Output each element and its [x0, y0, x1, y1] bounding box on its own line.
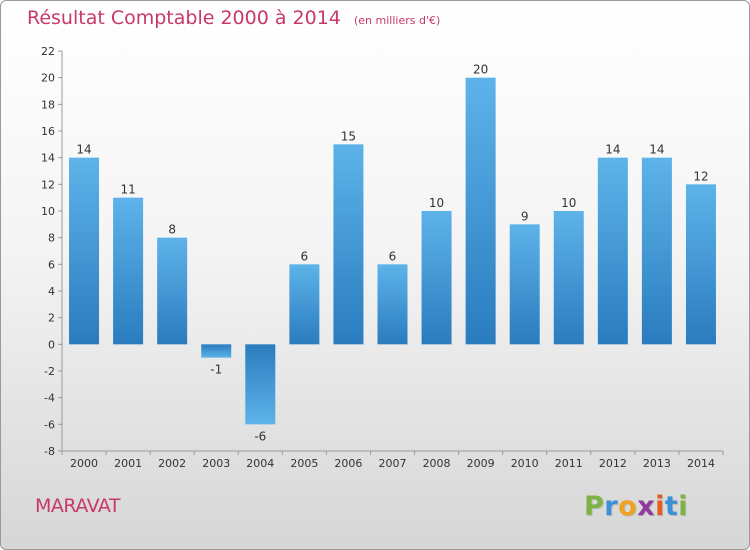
- y-tick-label: -4: [44, 392, 55, 405]
- x-tick-label-2011: 2011: [555, 457, 583, 470]
- data-label-2007: 6: [389, 249, 397, 263]
- bar-2012: [597, 157, 628, 345]
- logo-letter: r: [604, 491, 619, 522]
- x-tick-label-2008: 2008: [423, 457, 451, 470]
- x-tick-label-2002: 2002: [158, 457, 186, 470]
- proxiti-logo: Proxiti: [584, 491, 688, 522]
- data-label-2002: 8: [168, 223, 176, 237]
- bar-2005: [289, 264, 320, 345]
- y-tick-label: 10: [41, 205, 55, 218]
- data-label-2009: 20: [473, 63, 488, 77]
- data-label-2013: 14: [649, 143, 664, 157]
- y-tick-label: 6: [48, 258, 55, 271]
- y-tick-label: -8: [44, 445, 55, 458]
- bar-2001: [113, 197, 144, 345]
- x-tick-label-2010: 2010: [511, 457, 539, 470]
- bar-2000: [69, 157, 100, 345]
- logo-letter: i: [655, 491, 665, 522]
- data-label-2014: 12: [693, 169, 708, 183]
- bar-2013: [641, 157, 672, 345]
- y-tick-label: 12: [41, 178, 55, 191]
- logo-letter: i: [678, 491, 689, 522]
- bar-2014: [685, 184, 716, 345]
- data-label-2003: -1: [210, 363, 222, 377]
- y-tick-label: 8: [48, 232, 55, 245]
- x-tick-label-2013: 2013: [643, 457, 671, 470]
- commune-name: MARAVAT: [35, 495, 121, 517]
- y-tick-label: 20: [41, 72, 55, 85]
- bar-2002: [157, 237, 188, 345]
- x-tick-label-2006: 2006: [334, 457, 362, 470]
- data-label-2006: 15: [341, 129, 356, 143]
- data-label-2010: 9: [521, 209, 529, 223]
- y-tick-label: 4: [48, 285, 55, 298]
- chart-title: Résultat Comptable 2000 à 2014: [27, 7, 341, 29]
- data-label-2001: 11: [120, 183, 135, 197]
- y-tick-label: 22: [41, 45, 55, 58]
- bar-2007: [377, 264, 408, 345]
- axes: -8 -6 -4 -2 0 2 4 6 8 10 12 14 16 18 20 22 2000 2001 2002 2…: [41, 45, 724, 470]
- x-tick-label-2004: 2004: [246, 457, 274, 470]
- x-tick-label-2000: 2000: [70, 457, 98, 470]
- y-tick-label: -6: [44, 418, 55, 431]
- bar-2004: [245, 344, 276, 425]
- x-tick-label-2012: 2012: [599, 457, 627, 470]
- bar-2006: [333, 144, 364, 345]
- x-tick-label-2014: 2014: [687, 457, 715, 470]
- y-tick-label: 14: [41, 152, 55, 165]
- bar-2011: [553, 211, 584, 345]
- data-labels: 14 11 8 -1 -6 6 15 6 10 20 9 10 14 14 12: [76, 63, 708, 444]
- logo-letter: P: [584, 491, 605, 522]
- bars: [69, 77, 716, 425]
- data-label-2008: 10: [429, 196, 444, 210]
- data-label-2005: 6: [301, 249, 309, 263]
- logo-letter: x: [637, 491, 656, 522]
- logo-letter: o: [618, 491, 638, 522]
- bar-2008: [421, 211, 452, 345]
- bar-2009: [465, 77, 496, 345]
- x-tick-label-2007: 2007: [379, 457, 407, 470]
- chart-header: Résultat Comptable 2000 à 2014 (en milli…: [27, 7, 440, 29]
- data-label-2012: 14: [605, 143, 620, 157]
- y-tick-label: 16: [41, 125, 55, 138]
- x-tick-label-2003: 2003: [202, 457, 230, 470]
- y-tick-label: 2: [48, 312, 55, 325]
- x-tick-label-2009: 2009: [467, 457, 495, 470]
- y-tick-label: 18: [41, 98, 55, 111]
- logo-letter: t: [664, 491, 679, 522]
- y-tick-label: -2: [44, 365, 55, 378]
- data-label-2000: 14: [76, 143, 91, 157]
- chart-subtitle: (en milliers d'€): [353, 14, 441, 27]
- y-tick-label: 0: [48, 338, 55, 351]
- x-tick-label-2001: 2001: [114, 457, 142, 470]
- bar-2010: [509, 224, 540, 345]
- data-label-2004: -6: [254, 429, 266, 443]
- data-label-2011: 10: [561, 196, 576, 210]
- x-tick-label-2005: 2005: [290, 457, 318, 470]
- bar-2003: [201, 344, 232, 358]
